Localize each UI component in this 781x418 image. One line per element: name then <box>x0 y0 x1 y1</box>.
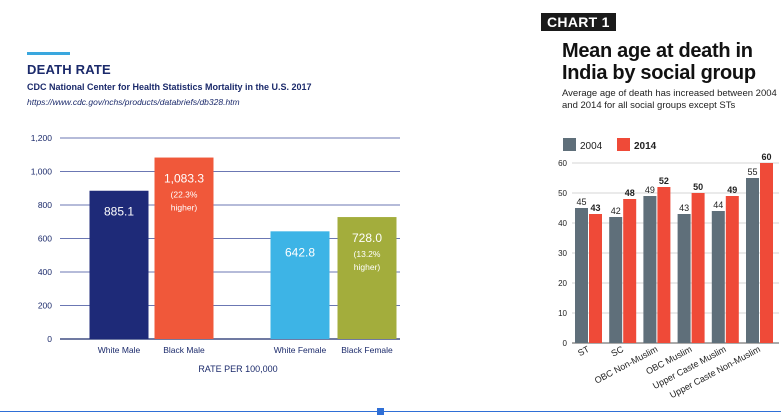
death-rate-bar-chart: 0 200 400 600 800 1,000 1,200 885.1 White Male 1,… <box>31 133 400 374</box>
y-tick-label: 600 <box>38 234 52 244</box>
y-tick-label: 1,200 <box>31 133 53 143</box>
chart-number-tag: CHART 1 <box>541 13 616 31</box>
bar-value-label: 43 <box>679 203 689 213</box>
y-tick-label: 40 <box>558 219 567 228</box>
bar-value-label: 728.0 <box>352 231 382 245</box>
title-accent-bar <box>27 52 70 55</box>
bar-value-label: 60 <box>761 152 771 162</box>
right-chart-title: Mean age at death in India by social gro… <box>562 40 756 84</box>
y-tick-label: 20 <box>558 279 567 288</box>
bar-note-label: higher) <box>171 203 198 213</box>
bar <box>337 217 397 339</box>
bar-value-label: 55 <box>747 167 757 177</box>
bar-note-label: higher) <box>354 262 381 272</box>
bar-value-label: 885.1 <box>104 205 134 219</box>
left-chart-source: https://www.cdc.gov/nchs/products/databr… <box>27 97 240 107</box>
legend-swatch <box>617 138 630 151</box>
x-category-label: Black Female <box>341 345 393 355</box>
bar-value-label: 42 <box>611 206 621 216</box>
bar-value-label: 1,083.3 <box>164 172 204 186</box>
x-category-label: ST <box>576 344 591 358</box>
bar <box>270 231 330 339</box>
bar <box>89 190 149 339</box>
bar <box>711 211 725 343</box>
y-tick-label: 400 <box>38 267 52 277</box>
bar <box>760 163 773 343</box>
x-category-label: Black Male <box>163 345 205 355</box>
left-chart-title: DEATH RATE <box>27 62 111 77</box>
x-axis-title: RATE PER 100,000 <box>198 364 277 374</box>
bar <box>691 193 705 343</box>
bar-value-label: 52 <box>659 176 669 186</box>
bar-value-label: 49 <box>727 185 737 195</box>
y-tick-label: 50 <box>558 189 567 198</box>
x-category-label: White Male <box>98 345 141 355</box>
bar <box>725 196 739 343</box>
right-chart-subtitle: Average age of death has increased betwe… <box>562 88 777 111</box>
x-category-label: White Female <box>274 345 327 355</box>
x-category-label: SC <box>609 344 625 359</box>
bar-value-label: 44 <box>713 200 723 210</box>
bar <box>677 214 691 343</box>
bar <box>623 199 637 343</box>
y-tick-label: 30 <box>558 249 567 258</box>
bar <box>657 187 671 343</box>
legend-label: 2014 <box>634 141 657 152</box>
bar <box>589 214 602 343</box>
bar-note-label: (22.3% <box>171 190 198 200</box>
bar <box>575 208 588 343</box>
bar-value-label: 43 <box>590 203 600 213</box>
resize-handle[interactable] <box>377 408 384 415</box>
y-tick-label: 200 <box>38 301 52 311</box>
y-tick-label: 800 <box>38 200 52 210</box>
bar-note-label: (13.2% <box>354 249 381 259</box>
bar <box>154 157 214 339</box>
bar <box>746 178 759 343</box>
bar-value-label: 642.8 <box>285 245 315 259</box>
bottom-divider <box>0 411 781 412</box>
bar <box>609 217 623 343</box>
bar-value-label: 50 <box>693 182 703 192</box>
y-tick-label: 1,000 <box>31 167 53 177</box>
legend-swatch <box>563 138 576 151</box>
left-chart-subtitle: CDC National Center for Health Statistic… <box>27 82 312 92</box>
bar <box>643 196 657 343</box>
y-tick-label: 10 <box>558 309 567 318</box>
bar-value-label: 45 <box>576 197 586 207</box>
bar-value-label: 49 <box>645 185 655 195</box>
y-tick-label: 0 <box>47 334 52 344</box>
legend-label: 2004 <box>580 141 603 152</box>
y-tick-label: 0 <box>563 339 568 348</box>
y-tick-label: 60 <box>558 159 567 168</box>
bar-value-label: 48 <box>625 188 635 198</box>
